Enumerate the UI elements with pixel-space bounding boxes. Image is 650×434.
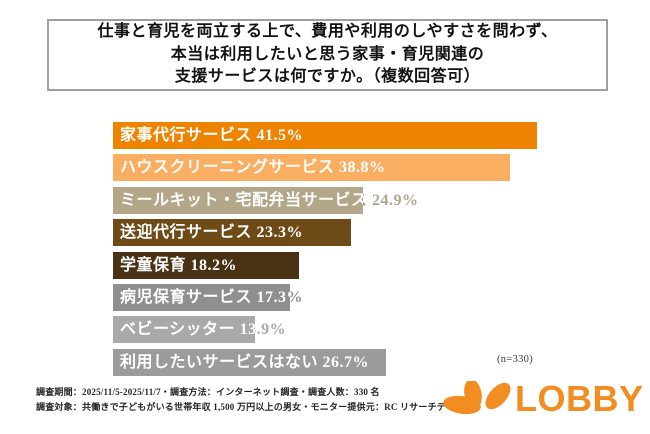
bar: 病児保育サービス 17.3% (113, 283, 290, 311)
bar-label: 利用したいサービスはない 26.7% (120, 353, 370, 371)
bar-row: ミールキット・宅配弁当サービス 24.9% ミールキット・宅配弁当サービス 24… (113, 186, 633, 214)
survey-target-line: 調査対象：共働きで子どもがいる世帯年収 1,500 万円以上の男女・モニター提供… (36, 402, 465, 412)
bar-chart: 家事代行サービス 41.5% 家事代行サービス 41.5% ハウスクリーニングサ… (113, 122, 633, 381)
bar-label: 病児保育サービス 17.3% (120, 288, 290, 306)
survey-question-box: 仕事と育児を両立する上で、費用や利用のしやすさを問わず、 本当は利用したいと思う… (47, 19, 608, 91)
bar-row: 家事代行サービス 41.5% 家事代行サービス 41.5% (113, 122, 633, 149)
bar: ベビーシッター 13.9% (113, 316, 255, 344)
bar-label: 送迎代行サービス 23.3% (120, 224, 304, 242)
survey-methodology-notes: 調査期間：2025/11/5-2025/11/7・調査方法：インターネット調査・… (36, 385, 464, 415)
bar: 送迎代行サービス 23.3% (113, 219, 351, 247)
bar: ハウスクリーニングサービス 38.8% (113, 154, 510, 182)
survey-period-line: 調査期間：2025/11/5-2025/11/7・調査方法：インターネット調査・… (36, 387, 380, 397)
bar-label: ベビーシッター 13.9% (120, 321, 255, 339)
lobby-logo: LOBBY (442, 378, 644, 426)
bar-label: ミールキット・宅配弁当サービス 24.9% (120, 191, 363, 209)
bar-row: 学童保育 18.2% 学童保育 18.2% (113, 251, 633, 279)
bar-row: 利用したいサービスはない 26.7% 利用したいサービスはない 26.7% (113, 348, 633, 376)
bar-row: ベビーシッター 13.9% ベビーシッター 13.9% (113, 316, 633, 344)
bar-label: 家事代行サービス 41.5% (120, 127, 304, 144)
sample-size-note: (n=330) (497, 354, 534, 365)
bar: 学童保育 18.2% (113, 251, 299, 279)
bar-row: 送迎代行サービス 23.3% 送迎代行サービス 23.3% (113, 219, 633, 247)
bar-label: 学童保育 18.2% (120, 256, 238, 274)
bar-row: ハウスクリーニングサービス 38.8% ハウスクリーニングサービス 38.8% (113, 154, 633, 182)
lobby-logo-text: LOBBY (515, 378, 644, 419)
lobby-petals-icon (443, 381, 511, 415)
bar-row: 病児保育サービス 17.3% 病児保育サービス 17.3% (113, 283, 633, 311)
bar-label: ハウスクリーニングサービス 38.8% (120, 159, 386, 177)
bar: 家事代行サービス 41.5% (113, 122, 537, 149)
bar: ミールキット・宅配弁当サービス 24.9% (113, 186, 363, 214)
survey-question-line: 支援サービスは何ですか。（複数回答可） (174, 68, 481, 86)
survey-question-line: 本当は利用したいと思う家事・育児関連の (170, 45, 485, 63)
bar: 利用したいサービスはない 26.7% (113, 348, 386, 376)
survey-question-line: 仕事と育児を両立する上で、費用や利用のしやすさを問わず、 (97, 23, 558, 41)
